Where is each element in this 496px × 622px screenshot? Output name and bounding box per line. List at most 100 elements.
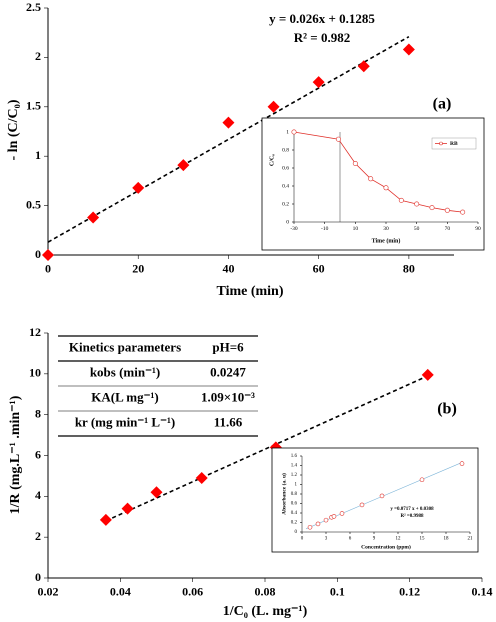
data-point <box>222 116 235 129</box>
table-cell: 11.66 <box>214 414 243 429</box>
panel-label: (a) <box>433 96 452 113</box>
data-point <box>335 136 341 142</box>
annotation: R² = 0.982 <box>294 30 350 45</box>
x-tick-label: 10 <box>353 226 359 232</box>
data-point <box>459 461 465 466</box>
x-tick-label: 30 <box>383 226 389 232</box>
legend-label: RB <box>450 141 458 147</box>
x-tick-label: 6 <box>349 537 352 542</box>
data-point <box>368 176 374 182</box>
trendline <box>105 375 429 522</box>
x-tick-label: 80 <box>403 262 415 276</box>
data-point <box>323 517 329 523</box>
y-tick-label: 2 <box>35 529 41 543</box>
y-tick-label: 0 <box>295 530 298 535</box>
data-point <box>444 207 450 213</box>
data-point <box>414 201 420 207</box>
x-tick-label: 70 <box>445 226 451 232</box>
data-point <box>99 513 112 526</box>
y-axis-label: C/C₀ <box>269 154 275 166</box>
x-tick-label: 0 <box>45 262 51 276</box>
data-point <box>121 502 134 515</box>
x-tick-label: 3 <box>325 537 328 542</box>
x-tick-label: 0.06 <box>182 585 203 599</box>
data-point <box>357 60 370 73</box>
data-point <box>379 493 385 499</box>
y-tick-label: 10 <box>29 366 41 380</box>
y-tick-label: 4 <box>35 488 41 502</box>
y-axis-label: 1/R (mg.L⁻¹ .min⁻¹) <box>8 395 23 514</box>
data-point <box>150 486 163 499</box>
x-tick-label: 18 <box>444 537 450 542</box>
y-tick-label: 1.4 <box>291 464 298 469</box>
data-point <box>339 511 345 516</box>
y-tick-label: 0.8 <box>291 492 298 497</box>
data-point <box>460 209 466 215</box>
data-point <box>429 205 435 211</box>
x-tick-label: 0.14 <box>472 585 493 599</box>
inset-frame <box>271 447 479 553</box>
table-cell: 1.09×10⁻³ <box>201 389 255 404</box>
x-tick-label: 0.04 <box>110 585 131 599</box>
x-tick-label: 9 <box>373 537 376 542</box>
x-axis-label: Time (min) <box>372 237 401 244</box>
y-tick-label: 2 <box>35 49 41 63</box>
legend-box <box>431 137 477 150</box>
data-point <box>315 521 321 527</box>
y-tick-label: 0 <box>286 219 289 225</box>
x-tick-label: 0.12 <box>399 585 420 599</box>
data-point <box>132 181 145 194</box>
y-tick-label: 0.2 <box>282 201 289 207</box>
series-line <box>293 131 463 213</box>
y-tick-label: 0.6 <box>291 502 298 507</box>
data-point <box>421 368 434 381</box>
data-point <box>331 514 337 519</box>
data-point <box>42 249 54 261</box>
y-tick-label: 0 <box>35 247 41 261</box>
x-tick-label: 20 <box>132 262 144 276</box>
data-point <box>87 211 100 224</box>
y-tick-label: 1.5 <box>26 99 41 113</box>
y-tick-label: 1 <box>35 148 41 162</box>
y-tick-label: 0.2 <box>291 521 298 526</box>
y-tick-label: 1 <box>286 129 289 135</box>
data-point <box>352 161 358 167</box>
x-tick-label: 12 <box>396 537 402 542</box>
table-cell: kobs (min⁻¹) <box>90 364 160 379</box>
data-point <box>307 524 313 530</box>
table-cell: KA(L mg⁻¹) <box>91 389 158 404</box>
y-axis-label: - ln (C/C₀) <box>6 99 21 160</box>
data-point <box>398 197 404 203</box>
y-tick-label: 2.5 <box>26 0 41 14</box>
data-point <box>291 129 297 135</box>
y-tick-label: 0.4 <box>282 183 289 189</box>
x-tick-label: 0.08 <box>255 585 276 599</box>
data-point <box>177 159 190 172</box>
x-tick-label: 15 <box>420 537 426 542</box>
table-cell: Kinetics parameters <box>69 339 181 354</box>
trendline <box>47 35 410 243</box>
table-cell: 0.0247 <box>210 364 246 379</box>
table-cell: kr (mg min⁻¹ L⁻¹) <box>75 414 175 429</box>
y-tick-label: 0 <box>35 570 41 584</box>
x-tick-label: -30 <box>290 226 298 232</box>
y-tick-label: 12 <box>29 325 41 339</box>
x-tick-label: 60 <box>313 262 325 276</box>
data-point <box>267 100 280 113</box>
x-tick-label: 50 <box>414 226 420 232</box>
data-point <box>195 471 208 484</box>
x-axis-label: 1/C₀ (L. mg⁻¹) <box>223 604 308 619</box>
table-cell: pH=6 <box>212 339 244 354</box>
x-tick-label: 21 <box>468 537 474 542</box>
annotation: y = 0.026x + 0.1285 <box>269 11 375 26</box>
y-tick-label: 1.6 <box>291 454 298 459</box>
y-tick-label: 1 <box>295 483 298 488</box>
data-point <box>312 76 325 89</box>
x-axis-label: Time (min) <box>216 284 283 299</box>
x-tick-label: 0.1 <box>330 585 345 599</box>
annotation: R² =0.9988 <box>401 513 424 519</box>
y-tick-label: 0.8 <box>282 147 289 153</box>
x-tick-label: -10 <box>321 226 329 232</box>
x-tick-label: 40 <box>222 262 234 276</box>
